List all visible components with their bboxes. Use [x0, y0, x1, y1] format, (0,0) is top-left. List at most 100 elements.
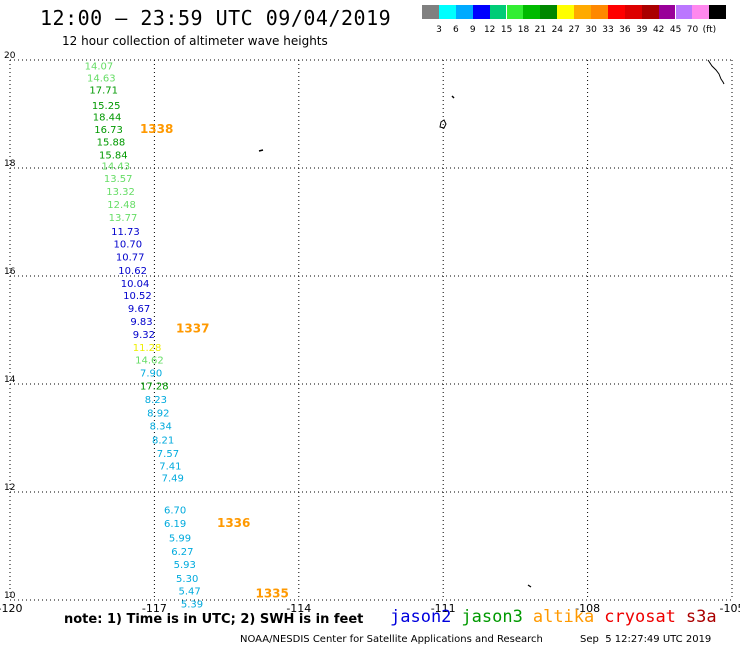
- swh-value: 15.84: [99, 150, 128, 161]
- lon-tick-label: -117: [142, 602, 167, 615]
- lon-tick-label: -105: [720, 602, 740, 615]
- scale-label: 45: [669, 25, 682, 35]
- scale-swatch: [455, 5, 473, 19]
- lat-tick-label: 18: [4, 159, 16, 169]
- scale-label: 36: [619, 25, 631, 35]
- scale-swatch: [557, 5, 575, 19]
- scale-label: 42: [652, 25, 665, 35]
- swh-value: 8.21: [152, 435, 174, 446]
- swh-value: 7.57: [157, 449, 179, 460]
- lat-tick-label: 14: [4, 375, 16, 385]
- satellite-label: jason3: [461, 607, 523, 627]
- page-subtitle: 12 hour collection of altimeter wave hei…: [62, 34, 328, 48]
- swh-value: 17.71: [89, 85, 118, 96]
- scale-label: 15: [500, 25, 513, 35]
- swh-value: 10.04: [121, 279, 150, 290]
- scale-label: (ft): [702, 25, 717, 35]
- swh-value: 9.67: [128, 304, 150, 315]
- scale-label: 21: [534, 25, 547, 35]
- swh-value: 13.32: [106, 187, 135, 198]
- scale-label: 9: [469, 25, 476, 35]
- credit-text: NOAA/NESDIS Center for Satellite Applica…: [240, 634, 543, 645]
- swh-value: 14.63: [87, 74, 116, 85]
- scale-label: 39: [636, 25, 648, 35]
- swh-value: 5.30: [176, 574, 198, 585]
- pass-time-label: 1338: [140, 122, 173, 136]
- swh-value: 12.48: [107, 200, 136, 211]
- swh-value: 10.52: [123, 291, 152, 302]
- scale-swatch: [574, 5, 591, 19]
- swh-value: 11.73: [111, 227, 140, 238]
- island-shape: [439, 119, 447, 129]
- scale-label: 70: [686, 25, 699, 35]
- swh-value: 5.99: [169, 534, 191, 545]
- scale-swatch: [438, 5, 456, 19]
- pass-time-label: 1336: [217, 516, 250, 530]
- lon-tick-label: -111: [431, 602, 456, 615]
- scale-swatch: [641, 5, 659, 19]
- lon-tick-label: -120: [0, 602, 22, 615]
- swh-value: 6.19: [164, 519, 186, 530]
- pass-time-label: 1337: [176, 322, 209, 336]
- swh-value: 16.73: [94, 125, 123, 136]
- scale-swatch: [506, 5, 524, 19]
- scale-label: 24: [551, 25, 564, 35]
- swh-value: 5.47: [178, 587, 200, 598]
- swh-value: 15.25: [92, 101, 121, 112]
- scale-swatch: [624, 5, 642, 19]
- satellite-label: cryosat: [604, 607, 676, 627]
- swh-value: 7.41: [159, 461, 181, 472]
- map-grid: [9, 59, 733, 601]
- lon-tick-label: -114: [286, 602, 311, 615]
- pass-time-label: 1335: [255, 586, 288, 600]
- swh-value: 10.70: [113, 239, 142, 250]
- scale-label: 27: [568, 25, 580, 35]
- lat-tick-label: 16: [4, 267, 16, 277]
- scale-swatch: [591, 5, 608, 19]
- swh-value: 7.90: [140, 368, 162, 379]
- credit-timestamp: Sep 5 12:27:49 UTC 2019: [580, 634, 712, 645]
- swh-value: 5.39: [181, 600, 203, 611]
- scale-swatch: [489, 5, 507, 19]
- pass-labels: 1338 1337 1336 1335: [140, 122, 289, 600]
- footnote: note: 1) Time is in UTC; 2) SWH is in fe…: [64, 612, 364, 627]
- swh-value: 9.32: [133, 330, 155, 341]
- scale-swatch: [472, 5, 490, 19]
- swh-value: 8.23: [145, 395, 167, 406]
- lon-tick-label: -108: [575, 602, 600, 615]
- swh-value: 8.92: [147, 408, 169, 419]
- scale-label: 6: [453, 25, 459, 35]
- scale-swatch: [540, 5, 558, 19]
- swh-value: 5.93: [174, 560, 196, 571]
- island-shape: [527, 584, 532, 588]
- swh-value: 14.07: [85, 62, 114, 73]
- scale-swatch: [523, 5, 541, 19]
- scale-swatch: [692, 5, 710, 19]
- scale-label: 33: [602, 25, 614, 35]
- coastline-segment: [707, 59, 725, 85]
- island-shape: [258, 149, 264, 152]
- scale-label: 3: [436, 25, 442, 35]
- lat-tick-label: 20: [4, 51, 16, 61]
- swh-value: 14.62: [135, 355, 164, 366]
- swh-value: 18.44: [93, 112, 122, 123]
- scale-label: 30: [585, 25, 597, 35]
- coastline: [258, 59, 725, 588]
- lat-tick-label: 12: [4, 483, 15, 493]
- satellite-label: jason2: [390, 607, 452, 627]
- scale-swatch: [709, 5, 727, 19]
- swh-value: 13.77: [109, 213, 138, 224]
- scale-label: 12: [483, 25, 496, 35]
- swh-value: 14.43: [101, 162, 130, 173]
- swh-value: 13.57: [104, 174, 133, 185]
- scale-swatch: [422, 5, 439, 19]
- swh-value: 17.28: [140, 381, 169, 392]
- scale-swatch: [658, 5, 676, 19]
- swh-value: 10.77: [116, 252, 145, 263]
- swh-value: 10.62: [118, 266, 147, 277]
- swh-value: 9.83: [130, 317, 152, 328]
- scale-label: 18: [517, 25, 530, 35]
- lat-tick-label: 10: [4, 591, 16, 601]
